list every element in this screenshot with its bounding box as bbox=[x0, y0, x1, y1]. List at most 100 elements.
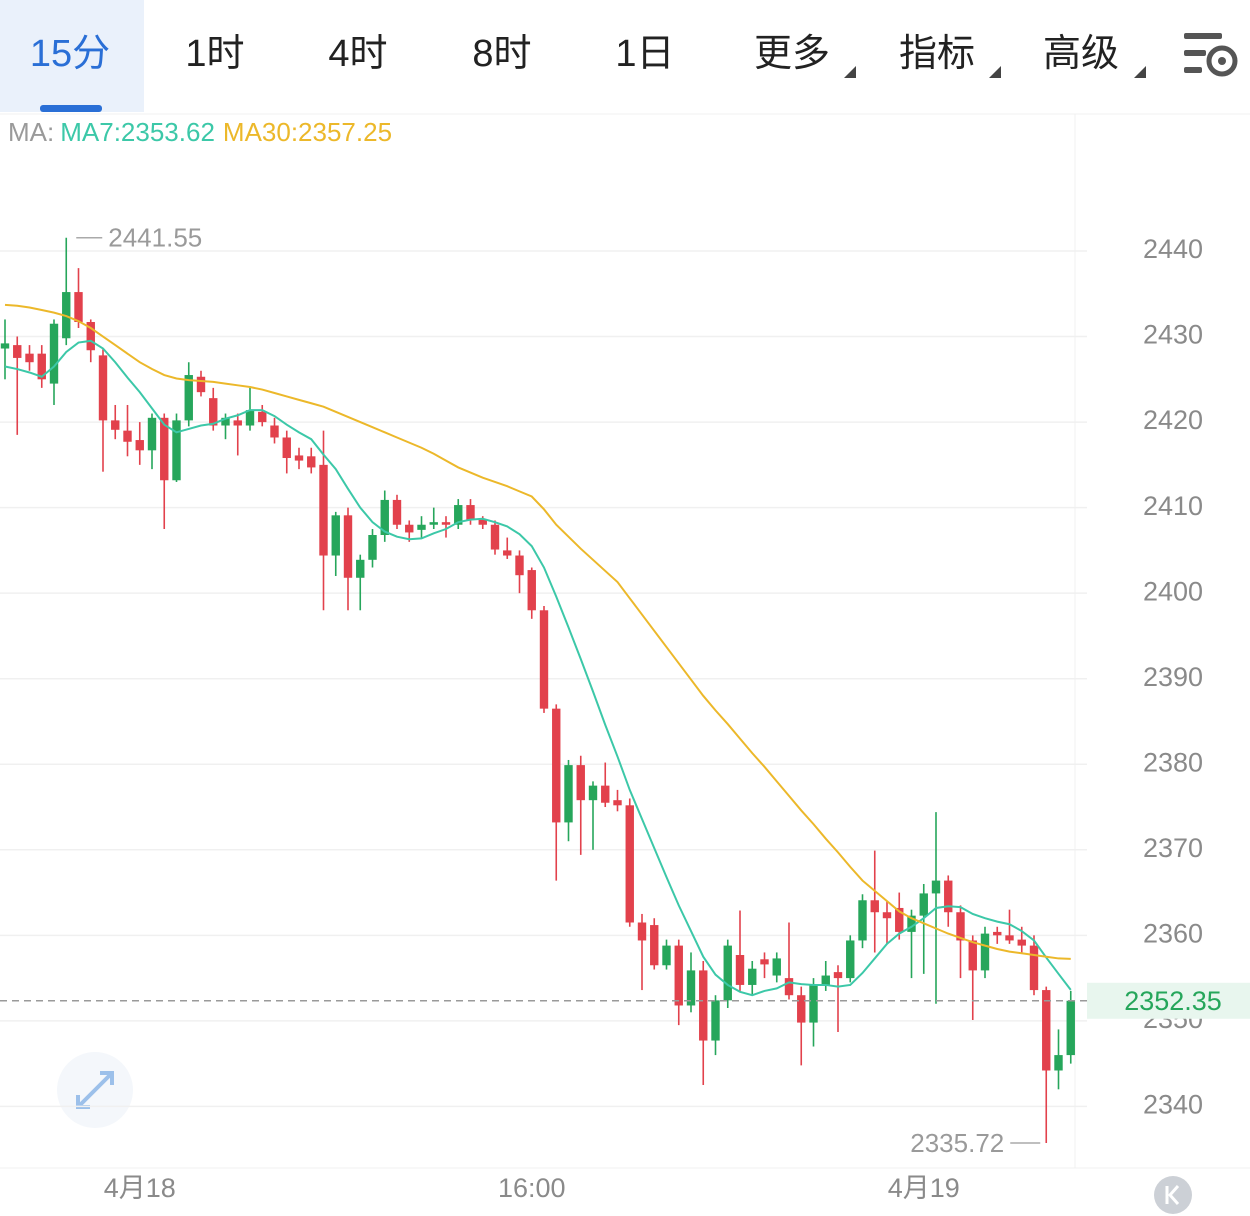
candle-body bbox=[245, 410, 255, 426]
candle-body bbox=[0, 343, 10, 349]
candle-body bbox=[1042, 990, 1051, 1071]
expand-button[interactable] bbox=[57, 1052, 133, 1128]
settings-icon[interactable] bbox=[1184, 33, 1238, 77]
max-label: 2441.55 bbox=[108, 223, 202, 253]
candle-body bbox=[637, 922, 647, 941]
candle-body bbox=[858, 900, 867, 941]
candle-body bbox=[466, 505, 475, 520]
candle-body bbox=[993, 931, 1002, 936]
candle-body bbox=[968, 940, 977, 971]
candle-body bbox=[270, 425, 279, 438]
candle-body bbox=[233, 420, 242, 426]
candle-body bbox=[895, 907, 904, 932]
candle-body bbox=[258, 411, 267, 423]
legend-entry: MA7:2353.62 bbox=[60, 117, 215, 147]
candle-body bbox=[882, 912, 892, 919]
scroll-end-icon bbox=[1165, 1185, 1180, 1205]
candle-body bbox=[160, 417, 169, 481]
timeframe-tab[interactable]: 指标 bbox=[899, 33, 975, 75]
candle-body bbox=[319, 464, 328, 556]
candle-body bbox=[37, 353, 46, 380]
candle-body bbox=[49, 323, 59, 384]
candle-body bbox=[1005, 935, 1014, 941]
candle-body bbox=[527, 570, 536, 611]
icon-bar bbox=[1184, 50, 1206, 56]
candle-body bbox=[735, 955, 745, 985]
candle-body bbox=[833, 972, 843, 979]
candle-body bbox=[662, 945, 671, 966]
scroll-end-button[interactable] bbox=[1154, 1176, 1192, 1214]
timeframe-tab[interactable]: 更多 bbox=[754, 33, 830, 75]
candle-body bbox=[282, 437, 291, 459]
candle-body bbox=[123, 430, 132, 442]
x-tick-label: 16:00 bbox=[498, 1173, 566, 1203]
candle-body bbox=[846, 940, 855, 979]
candle-body bbox=[625, 805, 634, 923]
dropdown-arrow bbox=[989, 66, 1001, 78]
candle-body bbox=[74, 292, 83, 323]
candle-body bbox=[184, 375, 193, 421]
candle-body bbox=[196, 376, 206, 393]
candle-body bbox=[797, 995, 806, 1023]
icon-gear-center bbox=[1218, 57, 1226, 65]
timeframe-tab[interactable]: 8时 bbox=[472, 33, 531, 75]
candle-body bbox=[650, 925, 659, 966]
candle-body bbox=[784, 978, 794, 996]
candle-body bbox=[760, 959, 769, 965]
candle-body bbox=[686, 970, 696, 1006]
timeframe-tab[interactable]: 15分 bbox=[30, 33, 110, 75]
candle-body bbox=[1054, 1055, 1063, 1071]
legend-entry: MA30:2357.25 bbox=[223, 117, 392, 147]
candle-body bbox=[209, 398, 218, 426]
candle-body bbox=[221, 417, 230, 426]
candle-body bbox=[147, 417, 157, 451]
candle-body bbox=[613, 800, 622, 806]
candle-body bbox=[723, 945, 732, 1001]
timeframe-tab[interactable]: 1时 bbox=[185, 33, 244, 75]
dropdown-arrow bbox=[1134, 66, 1146, 78]
candle-body bbox=[944, 880, 953, 913]
candle-body bbox=[539, 610, 549, 709]
candle-body bbox=[405, 524, 414, 533]
x-tick-label: 4月19 bbox=[888, 1173, 960, 1203]
y-tick-label: 2440 bbox=[1143, 234, 1203, 264]
candle-body bbox=[98, 355, 108, 421]
last-price-label: 2352.35 bbox=[1124, 986, 1222, 1016]
candle-body bbox=[454, 505, 463, 525]
candle-body bbox=[294, 455, 304, 461]
y-tick-label: 2420 bbox=[1143, 405, 1203, 435]
candle-body bbox=[135, 440, 144, 451]
candle-body bbox=[417, 524, 426, 530]
candle-body bbox=[601, 785, 610, 803]
timeframe-tab[interactable]: 高级 bbox=[1043, 33, 1119, 75]
last-price-box bbox=[1087, 982, 1250, 1019]
candle-body bbox=[343, 515, 353, 578]
timeframe-tab[interactable]: 4时 bbox=[328, 33, 387, 75]
timeframe-tab[interactable]: 1日 bbox=[615, 33, 674, 75]
candle-body bbox=[392, 499, 402, 525]
candle-body bbox=[1017, 939, 1026, 946]
icon-bar bbox=[1184, 67, 1202, 73]
candle-body bbox=[356, 559, 365, 578]
y-tick-label: 2430 bbox=[1143, 320, 1203, 350]
y-tick-label: 2380 bbox=[1143, 747, 1203, 777]
ma-line bbox=[4, 303, 1071, 960]
candle-body bbox=[552, 708, 561, 823]
candle-body bbox=[111, 420, 120, 430]
dropdown-arrow bbox=[844, 66, 856, 78]
candle-body bbox=[25, 353, 34, 363]
candle-body bbox=[919, 893, 928, 916]
candle-body bbox=[907, 915, 916, 932]
candle-body bbox=[441, 522, 451, 525]
candle-body bbox=[821, 975, 830, 985]
candle-body bbox=[956, 912, 965, 941]
candle-body bbox=[515, 555, 524, 576]
candle-body bbox=[380, 499, 389, 536]
legend-prefix: MA: bbox=[8, 117, 54, 147]
scroll-end-bg bbox=[1154, 1176, 1192, 1214]
candle-body bbox=[478, 519, 487, 525]
candle-body bbox=[331, 515, 340, 556]
candle-body bbox=[13, 345, 22, 358]
min-label: 2335.72 bbox=[910, 1128, 1004, 1158]
